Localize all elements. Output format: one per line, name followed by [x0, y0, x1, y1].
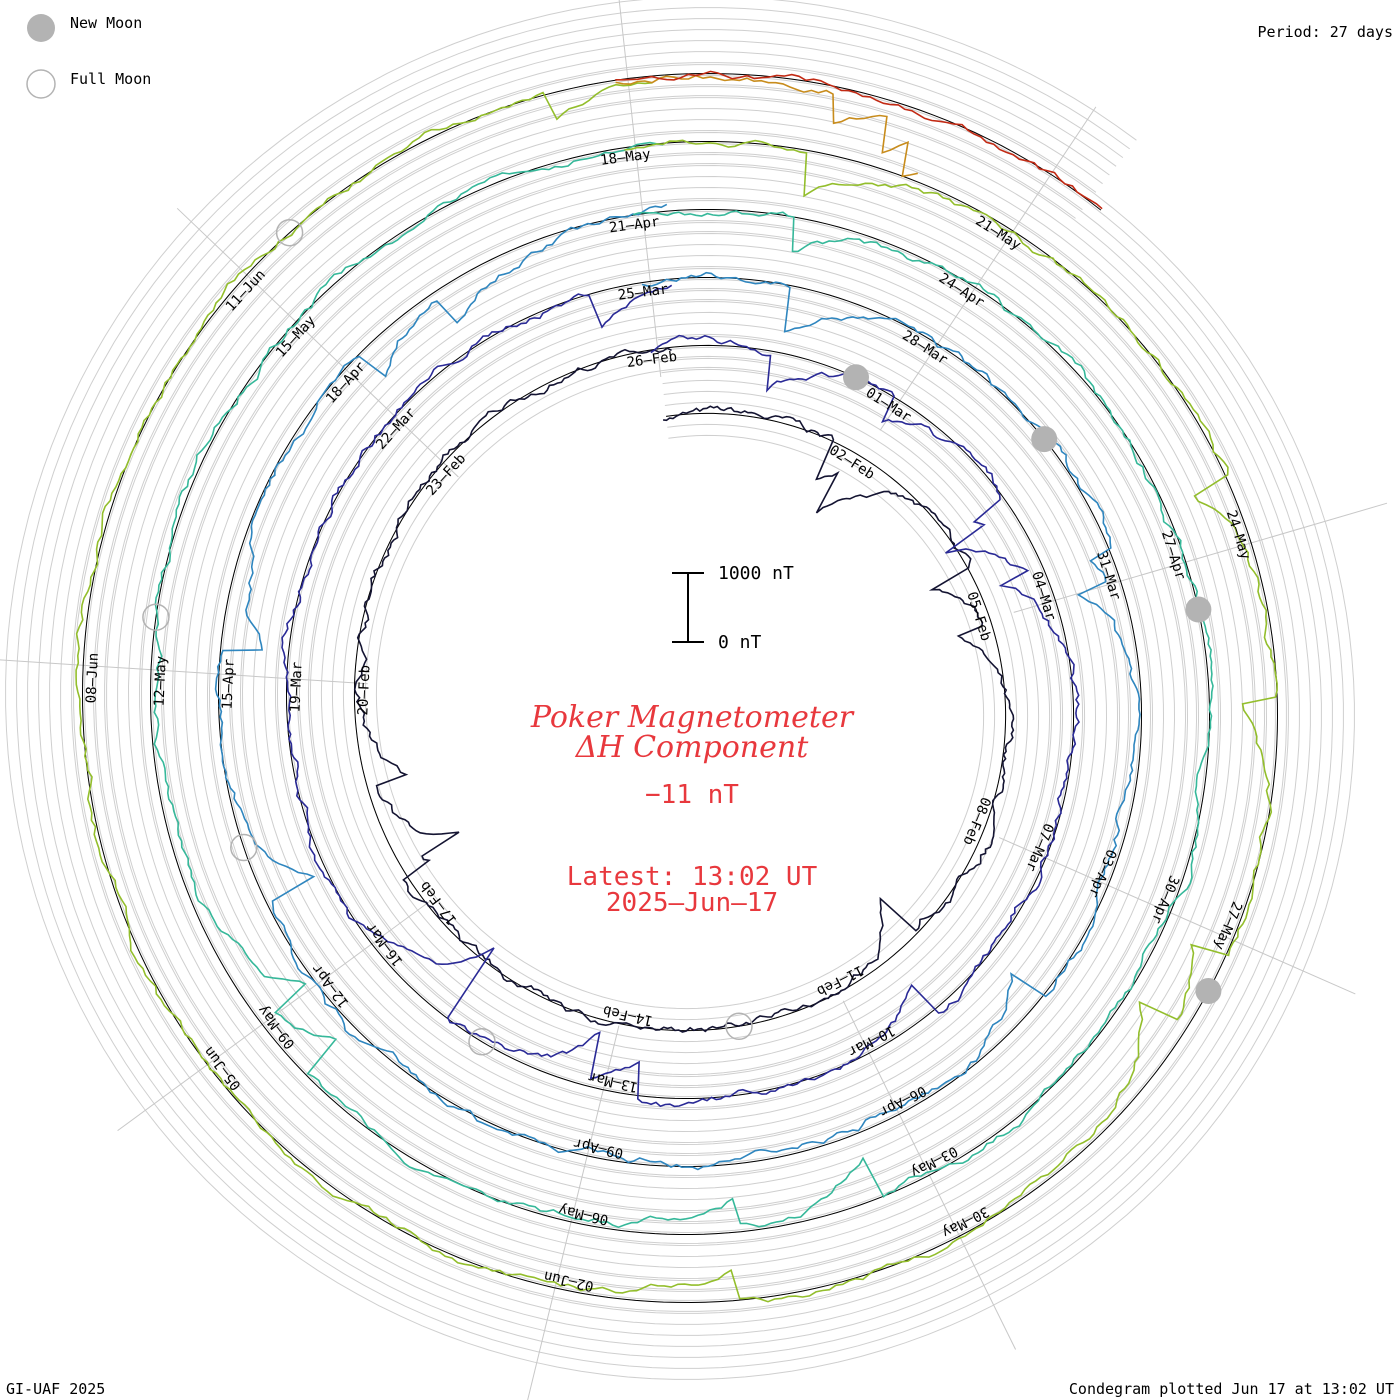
- grid-spoke: [176, 207, 459, 478]
- new-moon-legend-icon: [27, 14, 55, 42]
- full-moon-marker: [230, 833, 258, 862]
- zero-baseline-spiral: [81, 72, 1279, 1304]
- credit-label: GI-UAF 2025: [6, 1380, 105, 1398]
- date-tick-label: 03–Apr: [1085, 847, 1119, 900]
- grid-spiral-line: [27, 18, 1333, 1358]
- new-moon-legend-label: New Moon: [70, 14, 142, 32]
- full-moon-marker: [275, 218, 304, 247]
- new-moon-marker: [1031, 426, 1058, 453]
- date-tick-label: 21–Apr: [608, 214, 660, 236]
- grid-spoke: [0, 659, 368, 685]
- date-tick-label: 20–Feb: [355, 665, 373, 716]
- grid-spoke: [998, 837, 1356, 995]
- date-tick-label: 08–Jun: [84, 652, 102, 703]
- latest-date: 2025–Jun–17: [606, 888, 778, 918]
- full-moon-legend-label: Full Moon: [70, 70, 151, 88]
- grid-spiral-line: [49, 40, 1311, 1336]
- full-moon-marker: [468, 1028, 496, 1056]
- series-line: [281, 284, 1080, 1108]
- grid-spoke: [117, 899, 432, 1132]
- current-value: −11 nT: [645, 780, 739, 810]
- full-moon-marker: [142, 603, 170, 631]
- series-line: [615, 74, 918, 178]
- grid-spiral-line: [60, 51, 1300, 1325]
- series-line: [75, 82, 1278, 1303]
- full-moon-legend-icon: [26, 69, 56, 99]
- date-tick-label: 25–Mar: [617, 281, 669, 303]
- date-tick-label: 02–Jun: [542, 1267, 595, 1294]
- new-moon-marker: [1185, 596, 1212, 623]
- scale-bar: 1000 nT 0 nT: [672, 563, 794, 653]
- grid-spoke: [1013, 502, 1388, 613]
- new-moon-marker: [1195, 978, 1222, 1004]
- grid-spiral-line: [16, 7, 1344, 1369]
- latest-time: Latest: 13:02 UT: [567, 862, 818, 892]
- series-line: [353, 347, 1015, 1033]
- scale-bottom-label: 0 nT: [718, 632, 762, 653]
- date-tick-label: 19–Mar: [287, 661, 305, 712]
- date-tick-label: 08–Feb: [959, 795, 993, 848]
- series-line: [615, 70, 1103, 210]
- date-tick-label: 15–Apr: [219, 658, 237, 709]
- date-tick-label: 07–Mar: [1022, 821, 1056, 874]
- date-tick-label: 27–May: [1211, 899, 1245, 952]
- chart-series: [75, 70, 1278, 1303]
- chart-subtitle: ΔH Component: [575, 730, 809, 765]
- new-moon-marker: [843, 364, 869, 391]
- grid-spiral-line: [5, 0, 1355, 1380]
- grid-spoke: [879, 106, 1097, 431]
- scale-top-label: 1000 nT: [718, 563, 794, 584]
- grid-spiral-line: [71, 62, 1289, 1314]
- grid-spoke: [618, 0, 662, 378]
- grid-spiral-line: [38, 29, 1322, 1347]
- date-tick-label: 30–Apr: [1148, 873, 1182, 926]
- date-tick-label: 12–May: [151, 655, 169, 706]
- footer-label: Condegram plotted Jun 17 at 13:02 UT: [1069, 1380, 1394, 1398]
- date-tick-label: 18–May: [599, 146, 651, 168]
- series-line: [153, 141, 1214, 1229]
- date-tick-label: 26–Feb: [626, 349, 678, 371]
- grid-spiral-line: [104, 95, 1257, 1282]
- chart-title: Poker Magnetometer: [530, 700, 855, 735]
- grid-spiral-line: [93, 84, 1268, 1292]
- moon-markers: [142, 218, 1222, 1056]
- full-moon-marker: [725, 1012, 753, 1041]
- period-label: Period: 27 days: [1258, 23, 1393, 41]
- grid-spoke: [527, 1025, 620, 1400]
